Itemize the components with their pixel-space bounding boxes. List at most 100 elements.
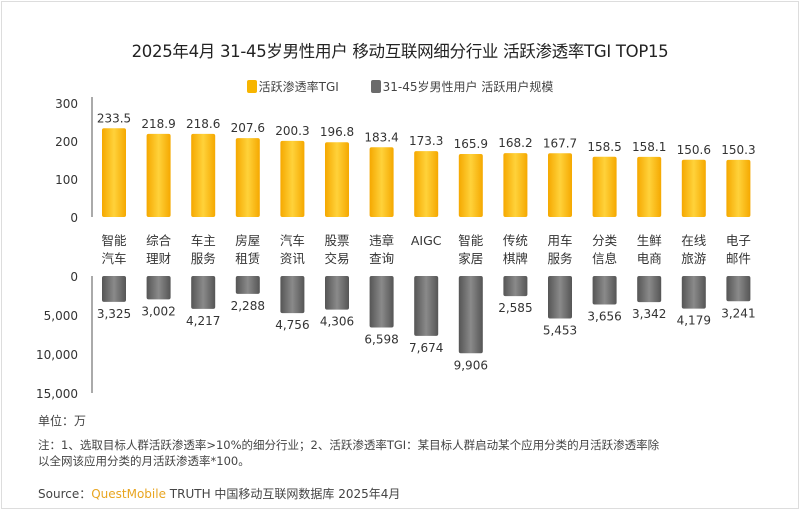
tgi-bar — [325, 142, 349, 217]
tgi-bar — [235, 138, 260, 217]
bottom-y-tick-label: 15,000 — [36, 387, 78, 401]
tgi-value-label: 200.3 — [275, 124, 309, 138]
top-y-tick-label: 300 — [55, 97, 78, 111]
top-y-tick-label: 100 — [55, 173, 78, 187]
tgi-bar — [102, 128, 126, 217]
users-value-label: 2,585 — [498, 301, 532, 315]
tgi-value-label: 207.6 — [231, 121, 265, 135]
category-label: 在线 — [681, 233, 707, 248]
category-label: AIGC — [411, 233, 442, 248]
tgi-bar — [191, 133, 216, 217]
tgi-bar — [548, 153, 572, 217]
category-label: 用车 — [547, 233, 572, 248]
users-value-label: 3,241 — [721, 306, 755, 320]
users-value-label: 7,674 — [409, 341, 443, 355]
users-value-label: 5,453 — [543, 324, 577, 338]
category-label: 交易 — [324, 251, 349, 266]
users-value-label: 6,598 — [364, 332, 398, 346]
footnote-line-1: 注：1、选取目标人群活跃渗透率>10%的细分行业；2、活跃渗透率TGI：某目标人… — [38, 438, 660, 452]
users-value-label: 2,288 — [231, 299, 265, 313]
users-bar — [548, 276, 572, 319]
legend: 活跃渗透率TGI 31-45岁男性用户 活跃用户规模 — [0, 78, 800, 95]
tgi-value-label: 233.5 — [97, 111, 131, 125]
category-label: 综合 — [146, 233, 172, 248]
users-value-label: 3,342 — [632, 307, 666, 321]
legend-swatch-users — [370, 80, 381, 93]
tgi-bar — [414, 151, 439, 217]
users-bar — [191, 276, 216, 309]
users-value-label: 4,179 — [677, 314, 711, 328]
tgi-bar — [681, 159, 706, 217]
category-label: 分类 — [592, 233, 618, 248]
source-rest: TRUTH 中国移动互联网数据库 2025年4月 — [165, 487, 401, 501]
category-label: 房屋 — [235, 233, 260, 248]
category-label: 服务 — [191, 251, 216, 266]
users-bar — [503, 276, 528, 297]
category-label: 家居 — [458, 251, 483, 266]
category-label: 资讯 — [280, 251, 306, 266]
users-bar — [146, 276, 171, 300]
legend-label-tgi: 活跃渗透率TGI — [258, 80, 339, 94]
category-label: 股票 — [324, 233, 349, 248]
category-label: 租赁 — [235, 251, 260, 266]
users-bar — [235, 276, 260, 294]
legend-item-tgi: 活跃渗透率TGI — [246, 80, 339, 94]
source: Source：QuestMobile TRUTH 中国移动互联网数据库 2025… — [38, 485, 400, 502]
category-label: 汽车 — [280, 233, 305, 248]
tgi-bar — [146, 133, 171, 217]
users-bar — [592, 276, 617, 305]
category-label: 智能 — [458, 233, 484, 248]
category-label: 违章 — [369, 233, 394, 248]
users-value-label: 3,325 — [97, 307, 131, 321]
tgi-bar — [592, 156, 617, 217]
category-label: 生鲜 — [637, 233, 662, 248]
tgi-value-label: 150.6 — [677, 143, 711, 157]
tgi-bar — [280, 140, 305, 217]
legend-label-users: 31-45岁男性用户 活跃用户规模 — [382, 80, 554, 94]
users-value-label: 3,002 — [141, 304, 175, 318]
unit-label: 单位：万 — [38, 414, 87, 428]
users-value-label: 4,217 — [186, 314, 220, 328]
tgi-value-label: 196.8 — [320, 125, 354, 139]
users-bar — [726, 276, 751, 302]
legend-item-users: 31-45岁男性用户 活跃用户规模 — [370, 80, 554, 94]
top-y-tick-label: 200 — [55, 135, 78, 149]
users-bar — [414, 276, 439, 336]
chart-title: 2025年4月 31-45岁男性用户 移动互联网细分行业 活跃渗透率TGI TO… — [131, 42, 669, 61]
tgi-value-label: 168.2 — [498, 136, 532, 150]
users-value-label: 3,656 — [587, 310, 621, 324]
category-label: 电商 — [637, 251, 662, 266]
users-bar — [325, 276, 349, 310]
tgi-value-label: 150.3 — [721, 143, 755, 157]
tgi-bar — [369, 147, 394, 217]
bottom-y-tick-label: 5,000 — [44, 309, 78, 323]
bottom-y-tick-label: 10,000 — [36, 348, 78, 362]
users-value-label: 4,306 — [320, 315, 354, 329]
tgi-bar — [503, 153, 528, 217]
tgi-value-label: 218.6 — [186, 117, 220, 131]
users-bar — [681, 276, 706, 309]
category-label: 传统 — [503, 233, 528, 248]
category-label: 服务 — [547, 251, 572, 266]
users-bar — [280, 276, 305, 314]
top-y-tick-label: 0 — [70, 211, 78, 225]
source-brand: QuestMobile — [91, 487, 166, 501]
users-bar — [458, 276, 483, 354]
legend-swatch-tgi — [246, 80, 257, 93]
tgi-bar — [637, 156, 662, 217]
category-label: 棋牌 — [503, 251, 528, 266]
tgi-value-label: 183.4 — [364, 130, 398, 144]
category-label: 邮件 — [726, 251, 751, 266]
category-label: 信息 — [592, 251, 617, 266]
tgi-value-label: 167.7 — [543, 136, 577, 150]
tgi-value-label: 158.5 — [587, 140, 621, 154]
source-prefix: Source： — [38, 487, 92, 501]
footnote: 注：1、选取目标人群活跃渗透率>10%的细分行业；2、活跃渗透率TGI：某目标人… — [38, 437, 778, 469]
tgi-value-label: 173.3 — [409, 134, 443, 148]
tgi-bar — [458, 153, 483, 217]
users-value-label: 9,906 — [454, 358, 488, 372]
users-bar — [102, 276, 126, 302]
tgi-value-label: 165.9 — [454, 137, 488, 151]
